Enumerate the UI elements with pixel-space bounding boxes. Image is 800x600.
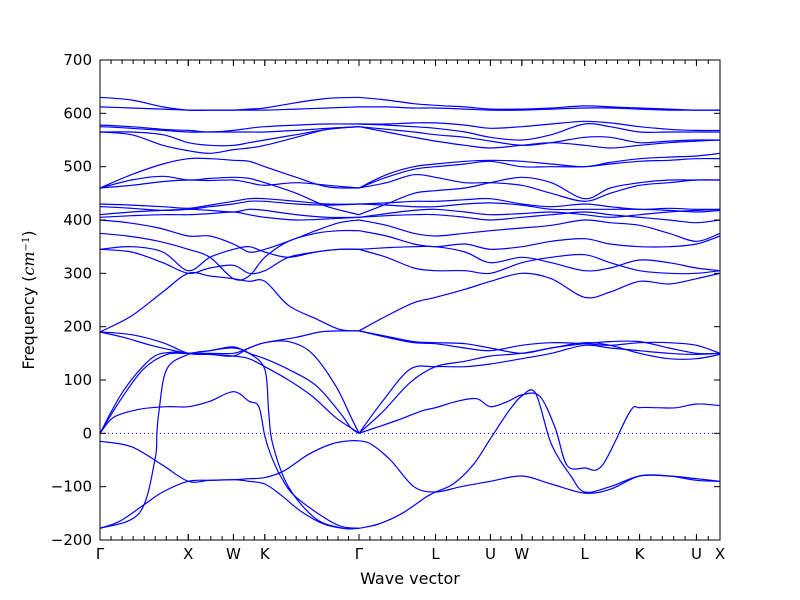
y-axis-title: Frequency (cm−1) (19, 230, 38, 369)
x-tick-label: X (715, 545, 725, 563)
band-line-1 (99, 439, 360, 483)
band-line-19 (99, 229, 360, 281)
band-line-47 (358, 126, 721, 149)
band-line-5 (99, 346, 360, 434)
band-line-48 (358, 126, 721, 146)
y-axis-title-unit: cm (19, 251, 38, 275)
band-line-7 (99, 331, 360, 434)
band-line-25 (99, 179, 360, 189)
y-tick-label: 0 (82, 424, 92, 442)
y-axis-ticks: −200 −100 0 100 200 300 400 500 600 700 (51, 51, 720, 549)
x-tick-label: L (580, 545, 589, 563)
y-tick-label: 500 (63, 158, 92, 176)
band-line-16 (99, 271, 360, 333)
y-tick-label: 200 (63, 318, 92, 336)
band-line-22 (99, 208, 360, 219)
y-tick-label: −100 (51, 478, 92, 496)
x-axis-title: Wave vector (360, 569, 460, 588)
x-tick-label: L (431, 545, 440, 563)
y-tick-label: 600 (63, 104, 92, 122)
x-tick-label: U (485, 545, 496, 563)
x-tick-label: Γ (355, 545, 364, 563)
band-line-15 (358, 330, 721, 355)
band-line-44 (358, 173, 721, 202)
band-line-52 (358, 96, 721, 111)
band-line-14 (358, 330, 721, 354)
y-axis-title-close: ) (19, 230, 38, 236)
band-line-27 (99, 157, 360, 189)
y-tick-label: 400 (63, 211, 92, 229)
band-line-6 (99, 340, 360, 434)
band-line-10 (358, 389, 721, 529)
y-axis-title-exponent: −1 (21, 237, 32, 252)
y-tick-label: −200 (51, 531, 92, 549)
band-line-34 (358, 272, 721, 332)
band-line-30 (99, 126, 360, 133)
x-tick-label: K (260, 545, 271, 563)
band-line-50 (358, 120, 721, 132)
band-line-24 (99, 197, 360, 209)
band-line-4 (99, 391, 360, 529)
band-line-20 (99, 219, 360, 253)
y-axis-title-main: Frequency ( (19, 276, 38, 370)
plot-frame (99, 59, 721, 541)
band-line-9 (358, 440, 721, 494)
band-line-17 (99, 248, 360, 275)
band-line-31 (99, 123, 360, 133)
band-line-43 (358, 176, 720, 216)
band-line-40 (358, 208, 721, 218)
band-line-13 (358, 344, 721, 434)
x-tick-label: U (691, 545, 702, 563)
band-line-26 (99, 175, 360, 216)
x-tick-label: W (226, 545, 241, 563)
band-line-11 (358, 392, 721, 471)
band-line-39 (358, 211, 721, 224)
band-line-37 (358, 230, 721, 250)
band-line-29 (99, 126, 360, 147)
y-tick-label: 100 (63, 371, 92, 389)
band-line-8 (99, 330, 360, 357)
band-line-21 (99, 211, 360, 221)
y-tick-label: 700 (63, 51, 92, 69)
band-line-18 (99, 245, 360, 272)
x-tick-label: X (183, 545, 193, 563)
band-line-45 (358, 157, 721, 189)
band-line-46 (358, 152, 721, 189)
x-tick-label: Γ (96, 545, 105, 563)
band-line-36 (358, 245, 721, 272)
band-line-35 (358, 248, 721, 275)
band-line-51 (358, 106, 720, 111)
x-tick-label: W (514, 545, 529, 563)
band-line-33 (99, 96, 360, 111)
band-line-49 (358, 123, 720, 141)
band-line-42 (358, 197, 721, 210)
band-line-28 (99, 126, 360, 154)
band-line-41 (358, 202, 721, 213)
x-tick-label: K (635, 545, 646, 563)
y-tick-label: 300 (63, 264, 92, 282)
band-line-38 (358, 219, 721, 242)
band-series-group (99, 96, 721, 530)
band-line-23 (99, 200, 360, 212)
